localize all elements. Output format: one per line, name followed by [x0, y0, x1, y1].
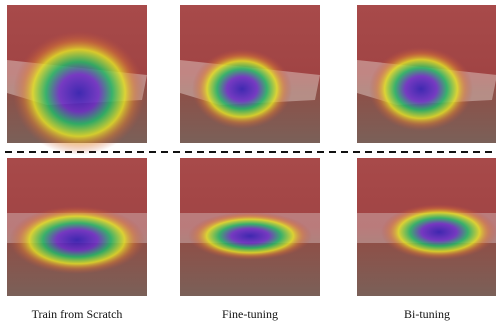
image-panel — [357, 158, 496, 296]
image-panel — [7, 5, 147, 155]
heatmap — [9, 206, 145, 274]
heatmap — [381, 204, 496, 260]
image-panel — [357, 5, 496, 143]
heatmap — [192, 49, 292, 129]
caption: Fine-tuning — [222, 307, 278, 321]
image-panel — [180, 158, 320, 296]
caption: Train from Scratch — [32, 307, 123, 321]
heatmap — [13, 31, 145, 155]
image-panel — [7, 158, 147, 296]
heatmap — [369, 47, 473, 131]
image-panel — [180, 5, 320, 143]
heatmap — [188, 212, 312, 260]
figure: Train from Scratch Fine-tuning Bi-tuning — [0, 0, 496, 326]
caption: Bi-tuning — [404, 307, 450, 321]
